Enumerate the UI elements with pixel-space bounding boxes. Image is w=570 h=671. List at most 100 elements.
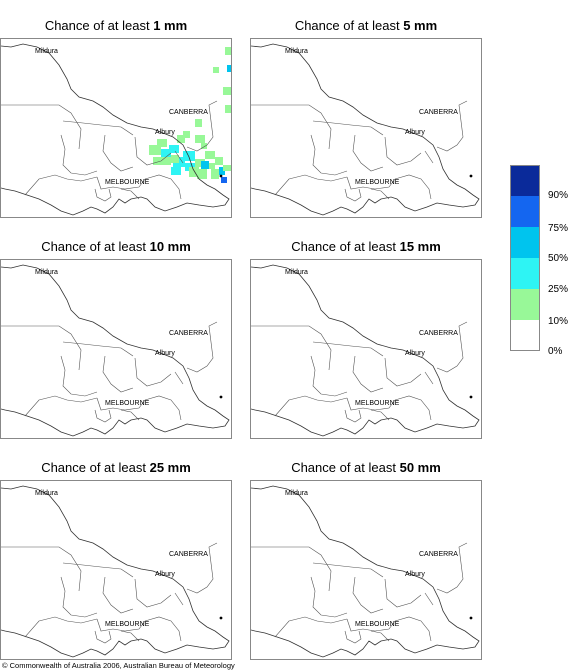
rain-cell — [211, 169, 219, 179]
district-boundary — [62, 120, 134, 136]
district-boundary — [370, 630, 390, 642]
legend-label-0: 0% — [548, 346, 563, 357]
district-boundary — [186, 542, 218, 594]
label-melbourne: MELBOURNE — [105, 400, 150, 407]
rain-cell — [149, 145, 161, 155]
panel-title: Chance of at least 1 mm — [44, 18, 188, 33]
map-panel-50mm: Chance of at least 50 mm Mildura CANBERRA… — [250, 460, 482, 670]
district-boundary — [424, 592, 434, 606]
rain-cell — [225, 47, 231, 55]
copyright-notice: © Commonwealth of Australia 2006, Austra… — [2, 661, 235, 670]
rain-cell — [219, 167, 225, 175]
rain-cell — [153, 157, 163, 165]
rain-cell — [169, 145, 179, 153]
rain-cell — [195, 135, 205, 143]
district-boundary — [346, 618, 396, 632]
district-boundary — [1, 325, 82, 371]
district-boundary — [310, 355, 348, 397]
map-panel-25mm: Chance of at least 25 mm Mildura CANBERRA… — [0, 460, 232, 670]
rain-cell — [223, 165, 231, 171]
district-boundary — [274, 616, 348, 638]
rain-cell — [227, 65, 231, 72]
district-boundary — [134, 357, 172, 387]
district-boundary — [174, 592, 184, 606]
district-boundary — [394, 395, 432, 421]
label-melbourne: MELBOURNE — [105, 179, 150, 186]
label-melbourne: MELBOURNE — [105, 621, 150, 628]
district-boundary — [352, 355, 384, 393]
panel-title: Chance of at least 5 mm — [294, 18, 438, 33]
state-border — [251, 485, 480, 658]
city-marker — [219, 395, 223, 399]
district-boundary — [424, 371, 434, 385]
district-boundary — [384, 357, 422, 387]
rain-cell — [171, 155, 179, 163]
district-boundary — [370, 188, 390, 200]
victoria-map: Mildura CANBERRA Albury MELBOURNE — [250, 38, 482, 218]
label-canberra: CANBERRA — [419, 551, 458, 558]
rain-cell — [183, 131, 190, 138]
panel-title: Chance of at least 50 mm — [291, 460, 441, 475]
district-boundary — [102, 355, 134, 393]
district-boundary — [312, 120, 384, 136]
victoria-map: Mildura CANBERRA Albury MELBOURNE — [0, 259, 232, 439]
rain-cell — [171, 167, 181, 175]
rain-cell — [177, 135, 185, 143]
district-boundary — [134, 578, 172, 608]
label-mildura: Mildura — [35, 48, 58, 55]
state-border — [251, 264, 480, 437]
district-boundary — [120, 409, 140, 421]
district-boundary — [344, 630, 362, 644]
state-border — [1, 485, 230, 658]
rain-cell — [201, 143, 207, 149]
district-boundary — [96, 618, 146, 632]
label-canberra: CANBERRA — [169, 330, 208, 337]
district-boundary — [62, 562, 134, 578]
legend-swatch-75-90 — [510, 196, 540, 227]
district-boundary — [394, 616, 432, 642]
district-boundary — [144, 616, 182, 642]
map-panel-5mm: Chance of at least 5 mm Mildura CANBERRA A… — [250, 18, 482, 228]
district-boundary — [251, 546, 332, 592]
label-albury: Albury — [155, 129, 175, 136]
district-boundary — [346, 176, 396, 190]
state-border — [1, 264, 230, 437]
label-mildura: Mildura — [285, 269, 308, 276]
rain-cell — [189, 167, 199, 177]
label-melbourne: MELBOURNE — [355, 621, 400, 628]
district-boundary — [1, 104, 82, 150]
district-boundary — [62, 341, 134, 357]
district-boundary — [144, 395, 182, 421]
map-panel-15mm: Chance of at least 15 mm Mildura CANBERRA… — [250, 239, 482, 449]
panel-title: Chance of at least 25 mm — [41, 460, 191, 475]
label-canberra: CANBERRA — [419, 330, 458, 337]
district-boundary — [186, 321, 218, 373]
district-boundary — [251, 104, 332, 150]
district-boundary — [384, 136, 422, 166]
panel-title: Chance of at least 15 mm — [291, 239, 441, 254]
victoria-map: Mildura CANBERRA Albury MELBOURNE — [0, 38, 232, 218]
rain-cell — [201, 161, 209, 169]
label-albury: Albury — [155, 350, 175, 357]
district-boundary — [94, 409, 112, 423]
district-boundary — [174, 150, 184, 164]
district-boundary — [60, 134, 98, 176]
city-marker — [219, 616, 223, 620]
rain-cell — [207, 163, 215, 169]
victoria-map: Mildura CANBERRA Albury MELBOURNE — [250, 480, 482, 660]
district-boundary — [144, 174, 182, 200]
label-canberra: CANBERRA — [169, 551, 208, 558]
district-boundary — [174, 371, 184, 385]
district-boundary — [96, 176, 146, 190]
label-albury: Albury — [405, 350, 425, 357]
district-boundary — [394, 174, 432, 200]
district-boundary — [274, 395, 348, 417]
district-boundary — [94, 188, 112, 202]
district-boundary — [436, 542, 468, 594]
district-boundary — [60, 355, 98, 397]
city-marker — [469, 395, 473, 399]
legend-label-25: 25% — [548, 284, 569, 295]
rain-cell — [157, 139, 167, 147]
label-melbourne: MELBOURNE — [355, 400, 400, 407]
district-boundary — [352, 576, 384, 614]
